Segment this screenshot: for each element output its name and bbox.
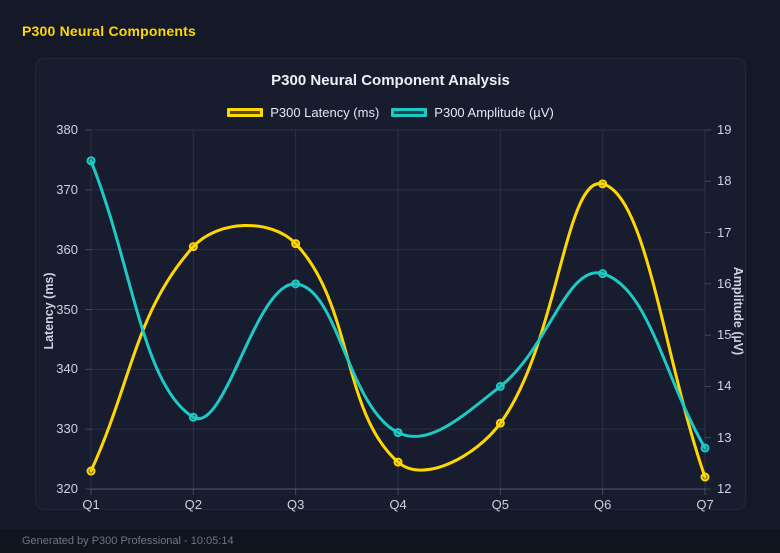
latency-data-point xyxy=(291,239,301,249)
right-axis-tick-label: 17 xyxy=(717,224,732,240)
amplitude-data-point xyxy=(598,269,608,279)
legend-swatch-latency-icon xyxy=(227,108,264,117)
generated-by-text: Generated by P300 Professional - 10:05:1… xyxy=(22,535,234,547)
x-axis-tick-label: Q6 xyxy=(593,497,612,512)
chart-panel: P300 Neural Component Analysis P300 Late… xyxy=(35,58,746,512)
right-axis-tick-label: 12 xyxy=(717,481,732,496)
x-axis-tick-label: Q3 xyxy=(286,497,305,512)
amplitude-data-point xyxy=(700,443,710,453)
x-axis-tick-label: Q7 xyxy=(696,497,714,512)
legend-swatch-amplitude-icon xyxy=(391,108,428,117)
chart-legend: P300 Latency (ms) P300 Amplitude (µV) xyxy=(36,105,745,120)
latency-data-point xyxy=(188,242,198,252)
x-axis-tick-label: Q4 xyxy=(389,497,407,512)
amplitude-data-point xyxy=(86,156,96,166)
x-axis-tick-label: Q1 xyxy=(82,497,100,512)
legend-item-latency[interactable]: P300 Latency (ms) xyxy=(227,105,379,120)
legend-label-amplitude: P300 Amplitude (µV) xyxy=(434,105,554,120)
left-axis-tick-label: 370 xyxy=(56,181,78,197)
legend-label-latency: P300 Latency (ms) xyxy=(270,105,380,120)
left-axis-tick-label: 350 xyxy=(56,301,78,317)
page-title: P300 Neural Components xyxy=(22,23,196,39)
app-header: P300 Neural Components xyxy=(0,0,780,52)
amplitude-data-point xyxy=(393,428,403,438)
amplitude-data-point xyxy=(495,381,505,391)
latency-data-point xyxy=(598,179,608,189)
amplitude-data-point xyxy=(291,279,301,289)
latency-data-point xyxy=(700,472,710,482)
left-axis-tick-label: 330 xyxy=(56,421,78,437)
right-axis-tick-label: 13 xyxy=(717,429,732,445)
chart-title: P300 Neural Component Analysis xyxy=(271,72,510,89)
left-axis-tick-label: 320 xyxy=(56,481,78,496)
amplitude-line xyxy=(89,159,707,450)
right-axis-tick-label: 14 xyxy=(717,378,732,394)
left-axis-tick-label: 360 xyxy=(56,241,78,257)
left-axis-tick-label: 380 xyxy=(56,122,78,137)
right-axis-tick-label: 18 xyxy=(717,173,732,189)
right-axis-tick-label: 16 xyxy=(717,275,732,291)
legend-item-amplitude[interactable]: P300 Amplitude (µV) xyxy=(391,105,554,120)
right-axis-tick-label: 19 xyxy=(717,122,732,137)
latency-data-point xyxy=(393,457,403,467)
amplitude-data-point xyxy=(188,412,198,422)
x-axis-tick-label: Q5 xyxy=(491,497,509,512)
x-axis-tick-label: Q2 xyxy=(184,497,202,512)
latency-line xyxy=(89,182,707,479)
latency-data-point xyxy=(86,466,96,476)
line-chart xyxy=(85,129,711,495)
latency-data-point xyxy=(495,418,505,428)
left-axis-tick-label: 340 xyxy=(56,361,78,377)
right-axis-tick-label: 15 xyxy=(717,327,732,343)
status-bar: Generated by P300 Professional - 10:05:1… xyxy=(0,529,780,553)
left-axis-title: Latency (ms) xyxy=(42,272,56,350)
right-axis-title: Amplitude (µV) xyxy=(731,266,745,356)
